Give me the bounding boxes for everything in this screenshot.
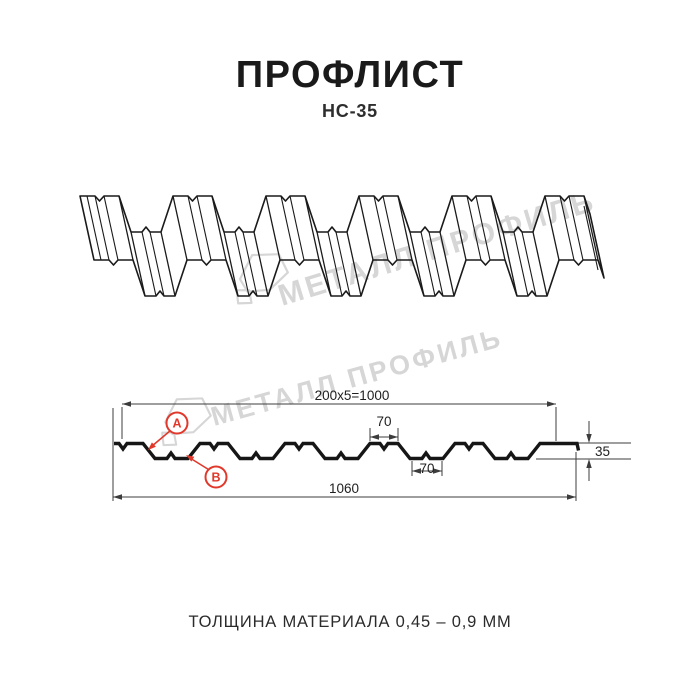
marker-a-letter: A <box>172 417 181 431</box>
dim-module-total: 200x5=1000 <box>315 388 390 403</box>
marker-a: A <box>148 411 189 450</box>
dim-bottom-flange: 70 <box>419 461 434 476</box>
dimension-lines <box>112 401 631 501</box>
dim-height: 35 <box>595 444 610 459</box>
profile-model-label: НС-35 <box>321 101 378 121</box>
watermark-text: МЕТАЛЛ ПРОФИЛЬ <box>208 322 506 431</box>
dim-overall-width: 1060 <box>329 481 359 496</box>
marker-b: B <box>186 455 228 489</box>
watermark-cross-section: МЕТАЛЛ ПРОФИЛЬ <box>161 322 506 447</box>
dim-top-flange: 70 <box>376 414 391 429</box>
metall-profil-logo-icon <box>235 253 289 305</box>
profile-cross-section <box>114 441 581 461</box>
dimension-labels: 200x5=1000 70 70 1060 35 <box>315 388 610 496</box>
page-title: ПРОФЛИСТ <box>235 54 465 96</box>
material-thickness-note: ТОЛЩИНА МАТЕРИАЛА 0,45 – 0,9 ММ <box>188 613 512 631</box>
metall-profil-logo-icon <box>161 397 212 447</box>
marker-b-letter: B <box>211 471 220 485</box>
profile-3d-view <box>79 195 605 297</box>
